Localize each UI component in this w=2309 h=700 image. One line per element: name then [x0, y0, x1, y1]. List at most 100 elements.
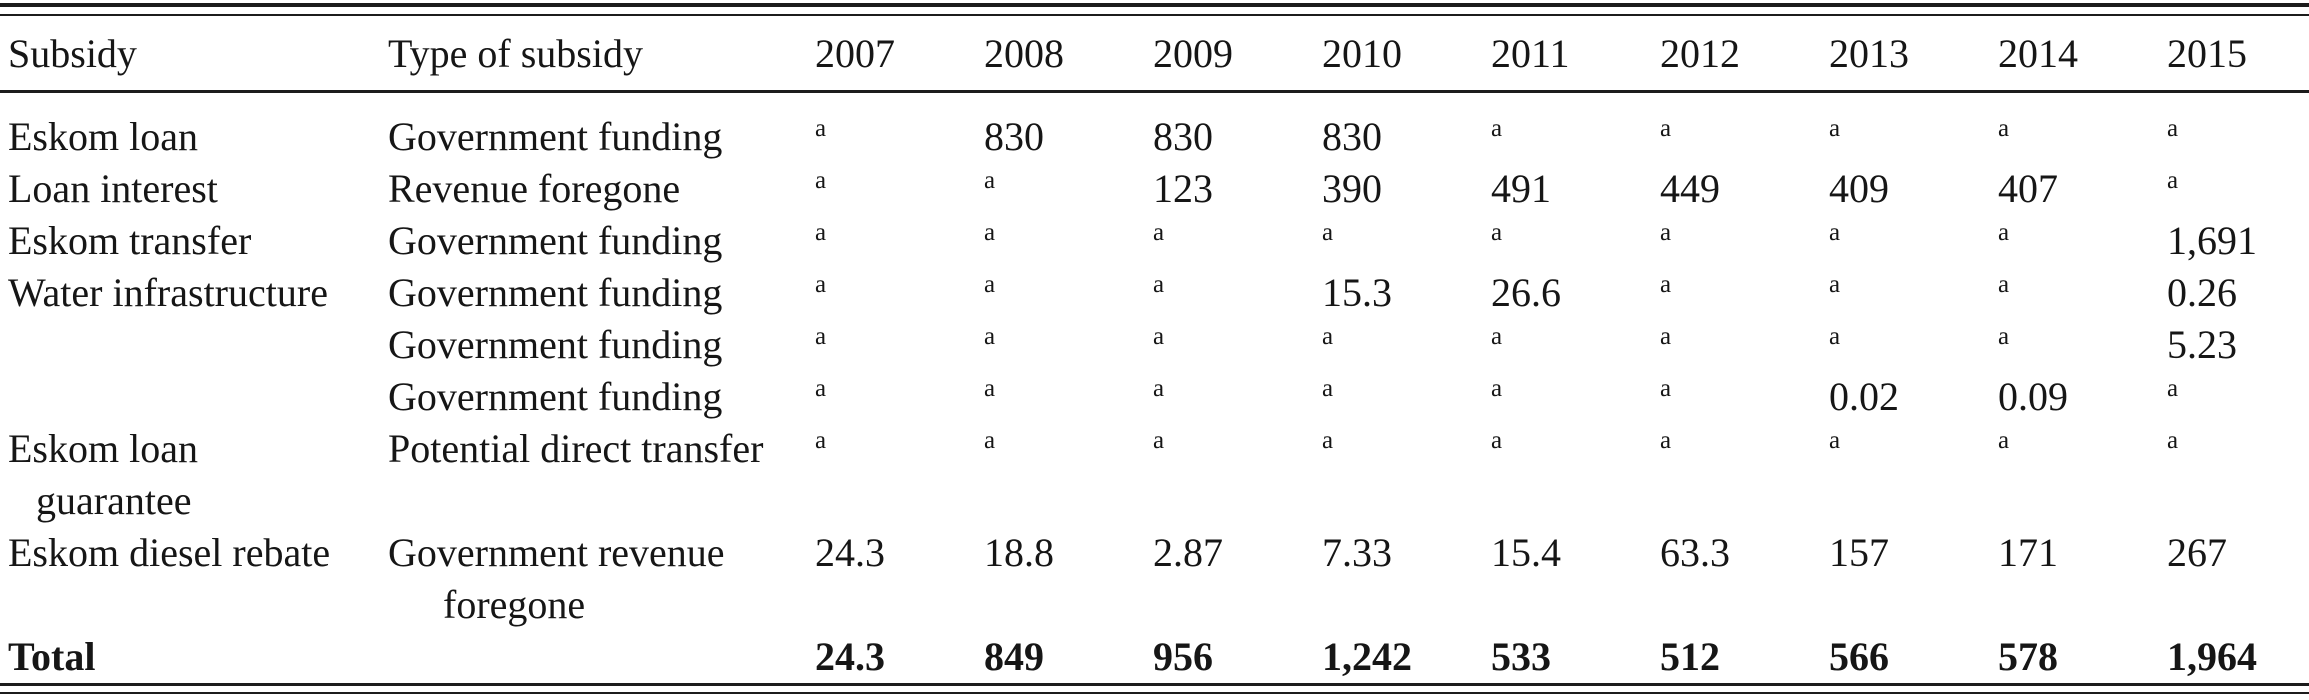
value-cell: a: [1658, 319, 1827, 371]
column-header-year: 2012: [1658, 16, 1827, 93]
footnote-marker: a: [815, 219, 827, 246]
value-cell: a: [1996, 423, 2165, 527]
value-cell: a: [1151, 423, 1320, 527]
column-header-year: 2008: [982, 16, 1151, 93]
top-rule-thick: [0, 3, 2309, 7]
value-cell: a: [1658, 371, 1827, 423]
value-cell: 63.3: [1660, 530, 1730, 575]
value-cell: a: [813, 319, 982, 371]
total-row: Total 24.3 849 956 1,242 533 512 566 578 1,964: [0, 631, 2309, 683]
value-cell: 830: [984, 114, 1044, 159]
value-cell: 26.6: [1491, 270, 1561, 315]
header-row: Subsidy Type of subsidy 2007 2008 2009 2…: [0, 16, 2309, 93]
value-cell: 5.23: [2167, 322, 2237, 367]
footnote-marker: a: [2167, 115, 2179, 142]
value-cell: a: [1658, 423, 1827, 527]
subsidy-type-cell: Government funding: [388, 114, 723, 159]
footnote-marker: a: [2167, 427, 2179, 454]
footnote-marker: a: [1491, 323, 1503, 350]
footnote-marker: a: [984, 271, 996, 298]
value-cell: a: [1489, 371, 1658, 423]
value-cell: 157: [1829, 530, 1889, 575]
total-value-cell: 24.3: [815, 634, 885, 679]
total-value-cell: 849: [984, 634, 1044, 679]
table-row: Eskom diesel rebate Government revenue fo…: [0, 527, 2309, 631]
footnote-marker: a: [984, 219, 996, 246]
footnote-marker: a: [1829, 115, 1841, 142]
table-row: Eskom loan Government funding a 830 830 830 a a…: [0, 92, 2309, 164]
table-row: Eskom loan guarantee Potential direct tra…: [0, 423, 2309, 527]
footnote-marker: a: [1998, 271, 2010, 298]
value-cell: a: [1151, 319, 1320, 371]
value-cell: a: [1996, 267, 2165, 319]
value-cell: 123: [1153, 166, 1213, 211]
column-header-year: 2007: [813, 16, 982, 93]
footnote-marker: a: [1660, 115, 1672, 142]
value-cell: 449: [1660, 166, 1720, 211]
footnote-marker: a: [1660, 323, 1672, 350]
value-cell: 407: [1998, 166, 2058, 211]
top-rule-thin: [0, 14, 2309, 16]
total-type-empty-cell: [388, 631, 813, 683]
footnote-marker: a: [815, 115, 827, 142]
value-cell: a: [2165, 423, 2309, 527]
footnote-marker: a: [1829, 271, 1841, 298]
value-cell: a: [2165, 163, 2309, 215]
total-label: Total: [8, 634, 96, 679]
value-cell: a: [1827, 267, 1996, 319]
column-header-year: 2011: [1489, 16, 1658, 93]
value-cell: a: [1320, 423, 1489, 527]
value-cell: a: [2165, 371, 2309, 423]
value-cell: a: [982, 319, 1151, 371]
value-cell: a: [813, 423, 982, 527]
value-cell: a: [1151, 371, 1320, 423]
value-cell: a: [1827, 319, 1996, 371]
subsidy-type-cell: Government funding: [388, 374, 723, 419]
footnote-marker: a: [984, 323, 996, 350]
subsidies-table: Subsidy Type of subsidy 2007 2008 2009 2…: [0, 16, 2309, 683]
subsidy-type-cell: Potential direct transfer: [388, 426, 764, 471]
value-cell: a: [982, 163, 1151, 215]
footnote-marker: a: [1153, 427, 1165, 454]
value-cell: a: [1658, 92, 1827, 164]
footnote-marker: a: [1322, 323, 1334, 350]
value-cell: a: [1658, 267, 1827, 319]
value-cell: a: [982, 371, 1151, 423]
value-cell: 0.09: [1998, 374, 2068, 419]
subsidy-type-cell: Revenue foregone: [388, 166, 681, 211]
subsidy-type-cell: Government funding: [388, 218, 723, 263]
value-cell: 18.8: [984, 530, 1054, 575]
footnote-marker: a: [815, 375, 827, 402]
footnote-marker: a: [1491, 427, 1503, 454]
table-row: Government funding a a a a a a a a 5.23: [0, 319, 2309, 371]
footnote-marker: a: [1998, 219, 2010, 246]
footnote-marker: a: [815, 427, 827, 454]
subsidy-cell: [0, 371, 388, 423]
total-value-cell: 956: [1153, 634, 1213, 679]
footnote-marker: a: [1829, 219, 1841, 246]
footnote-marker: a: [1153, 219, 1165, 246]
value-cell: a: [1489, 92, 1658, 164]
footnote-marker: a: [1660, 271, 1672, 298]
table-row: Eskom transfer Government funding a a a a a a a a…: [0, 215, 2309, 267]
value-cell: a: [813, 371, 982, 423]
value-cell: a: [1827, 215, 1996, 267]
value-cell: 830: [1322, 114, 1382, 159]
bottom-rule-thin: [0, 692, 2309, 694]
total-value-cell: 512: [1660, 634, 1720, 679]
footnote-marker: a: [1153, 271, 1165, 298]
value-cell: 390: [1322, 166, 1382, 211]
footnote-marker: a: [815, 271, 827, 298]
footnote-marker: a: [1998, 427, 2010, 454]
value-cell: a: [813, 163, 982, 215]
subsidy-cell: Loan interest: [8, 166, 218, 211]
footnote-marker: a: [984, 427, 996, 454]
subsidy-type-cell: Government revenue foregone: [388, 530, 725, 627]
subsidy-type-cell: Government funding: [388, 322, 723, 367]
total-value-cell: 1,242: [1322, 634, 1412, 679]
value-cell: 0.26: [2167, 270, 2237, 315]
bottom-rule-thick: [0, 683, 2309, 686]
value-cell: 2.87: [1153, 530, 1223, 575]
value-cell: 171: [1998, 530, 2058, 575]
